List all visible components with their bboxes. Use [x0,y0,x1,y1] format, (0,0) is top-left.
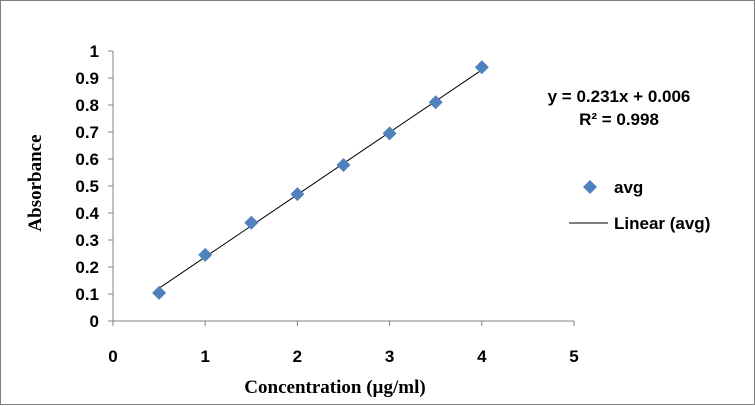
data-point [244,215,259,230]
y-tick-label: 0.8 [75,96,99,115]
data-point [152,285,167,300]
x-axis-ticks: 0 1 2 3 4 5 [108,321,579,366]
x-tick-label: 1 [200,347,209,366]
y-tick-label: 1 [90,42,99,61]
legend-marker-avg [583,180,597,194]
y-tick-label: 0.5 [75,177,99,196]
data-point [290,187,305,202]
data-point [428,95,443,110]
y-tick-label: 0.2 [75,258,99,277]
data-point [474,60,489,75]
y-tick-label: 0.7 [75,123,99,142]
x-axis-title: Concentration (µg/ml) [244,377,425,398]
y-tick-label: 0.6 [75,150,99,169]
trend-equation: y = 0.231x + 0.006 [548,87,691,106]
trendline [158,69,483,289]
x-tick-label: 4 [477,347,487,366]
x-tick-label: 2 [293,347,302,366]
x-tick-label: 0 [108,347,117,366]
legend-label-linear: Linear (avg) [614,214,710,233]
data-point [336,157,351,172]
data-point [382,126,397,141]
y-tick-label: 0.4 [75,204,99,223]
y-tick-label: 0.1 [75,285,99,304]
y-axis-ticks: 0 0.1 0.2 0.3 0.4 0.5 0.6 0.7 0.8 0.9 1 [75,42,113,331]
data-points [152,60,489,300]
y-axis-title: Absorbance [25,134,46,231]
y-tick-label: 0.9 [75,69,99,88]
y-tick-label: 0.3 [75,231,99,250]
x-tick-label: 5 [569,347,578,366]
legend-label-avg: avg [614,178,643,197]
r-squared: R² = 0.998 [579,110,659,129]
data-point [198,247,213,262]
y-tick-label: 0 [90,312,99,331]
legend: avg Linear (avg) [569,178,710,233]
x-tick-label: 3 [385,347,394,366]
